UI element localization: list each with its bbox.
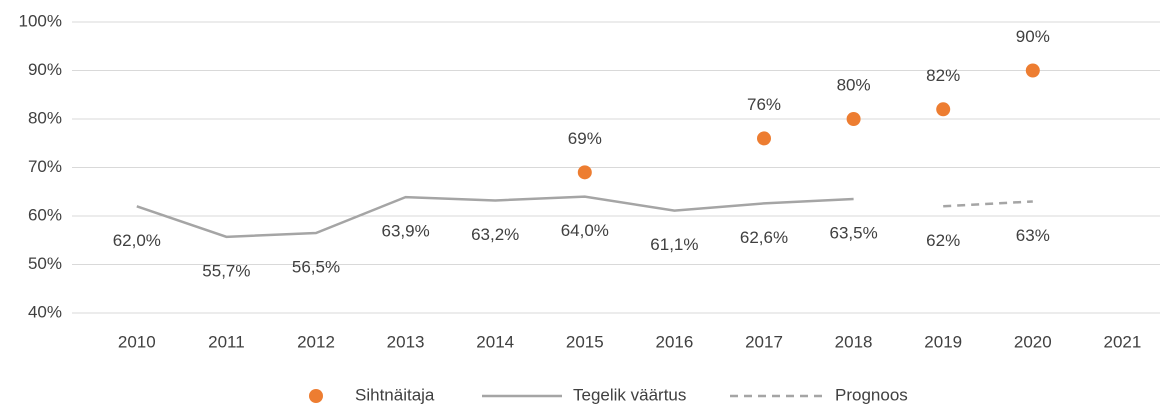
data-label: 63,2% bbox=[471, 225, 519, 244]
target-marker bbox=[846, 112, 861, 126]
x-tick-label: 2012 bbox=[297, 332, 335, 351]
x-tick-label: 2010 bbox=[118, 332, 156, 351]
target-marker bbox=[757, 131, 771, 146]
y-tick-label: 70% bbox=[28, 157, 62, 176]
data-label: 76% bbox=[747, 95, 781, 114]
y-tick-label: 60% bbox=[28, 205, 62, 224]
x-tick-label: 2020 bbox=[1014, 332, 1052, 351]
x-tick-label: 2016 bbox=[655, 332, 693, 351]
data-label: 56,5% bbox=[292, 257, 340, 276]
forecast-line bbox=[943, 200, 1033, 208]
target-marker bbox=[936, 102, 951, 117]
x-tick-label: 2013 bbox=[387, 332, 425, 351]
legend-label: Sihtnäitaja bbox=[355, 385, 435, 404]
data-label: 90% bbox=[1016, 27, 1050, 46]
data-label: 62,0% bbox=[113, 231, 161, 250]
y-tick-label: 50% bbox=[28, 254, 62, 273]
legend-marker bbox=[309, 389, 323, 403]
data-label: 82% bbox=[926, 66, 960, 85]
data-label: 62,6% bbox=[740, 228, 788, 247]
x-tick-label: 2015 bbox=[566, 332, 604, 351]
data-label: 63,9% bbox=[381, 222, 429, 241]
legend-label: Prognoos bbox=[835, 385, 908, 404]
y-tick-label: 90% bbox=[28, 60, 62, 79]
data-label: 55,7% bbox=[202, 261, 250, 280]
x-tick-label: 2017 bbox=[745, 332, 783, 351]
x-tick-label: 2021 bbox=[1103, 332, 1141, 351]
x-tick-label: 2011 bbox=[208, 332, 245, 351]
data-label: 61,1% bbox=[650, 235, 698, 254]
data-label: 63% bbox=[1016, 226, 1050, 245]
y-tick-label: 100% bbox=[19, 11, 62, 30]
y-tick-label: 40% bbox=[28, 302, 62, 321]
data-label: 69% bbox=[568, 129, 602, 148]
x-tick-label: 2019 bbox=[924, 332, 962, 351]
x-tick-label: 2014 bbox=[476, 332, 514, 351]
data-label: 63,5% bbox=[829, 224, 877, 243]
data-label: 64,0% bbox=[561, 221, 609, 240]
data-label: 62% bbox=[926, 231, 960, 250]
actual-line bbox=[136, 195, 854, 239]
data-label: 80% bbox=[837, 75, 871, 94]
target-marker bbox=[577, 165, 592, 180]
x-tick-label: 2018 bbox=[835, 332, 873, 351]
y-tick-label: 80% bbox=[28, 108, 62, 127]
legend-label: Tegelik väärtus bbox=[573, 385, 686, 404]
target-marker bbox=[1025, 63, 1040, 78]
